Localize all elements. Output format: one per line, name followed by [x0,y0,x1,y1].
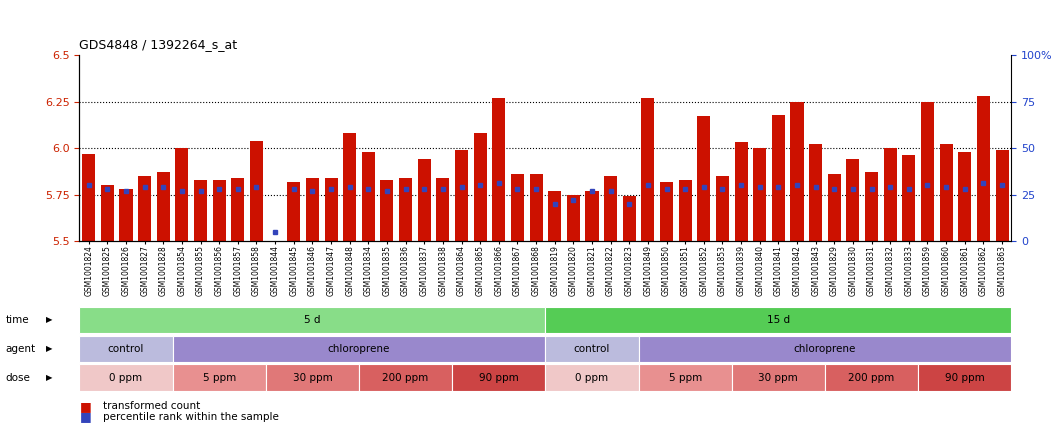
Bar [995,150,1008,241]
Bar [828,174,841,241]
Text: transformed count: transformed count [103,401,200,411]
Bar [921,102,934,241]
Text: agent: agent [5,344,35,354]
Text: control: control [574,344,610,354]
Bar [417,159,431,241]
Bar [939,144,953,241]
Text: ▶: ▶ [46,316,52,324]
Bar [473,133,487,241]
Bar [846,159,860,241]
Bar [902,156,915,241]
Text: time: time [5,315,29,325]
Text: 200 ppm: 200 ppm [848,373,895,382]
Bar [567,195,580,241]
Text: ■: ■ [79,410,91,423]
Bar [157,172,169,241]
Bar [642,98,654,241]
Bar [173,364,266,391]
Bar [825,364,918,391]
Bar [716,176,729,241]
Bar [639,335,1011,362]
Bar [545,364,639,391]
Bar [530,174,542,241]
Bar [173,335,545,362]
Bar [120,189,132,241]
Bar [266,364,359,391]
Text: chloroprene: chloroprene [328,344,390,354]
Bar [101,185,114,241]
Text: percentile rank within the sample: percentile rank within the sample [103,412,279,422]
Bar [865,172,878,241]
Text: ▶: ▶ [46,344,52,353]
Bar [732,364,825,391]
Bar [883,148,897,241]
Bar [213,180,226,241]
Text: 5 d: 5 d [304,315,321,325]
Bar [455,150,468,241]
Bar [639,364,732,391]
Bar [586,191,598,241]
Bar [545,335,639,362]
Bar [809,144,822,241]
Bar [176,148,189,241]
Bar [735,143,748,241]
Text: 5 ppm: 5 ppm [668,373,702,382]
Bar [753,148,767,241]
Bar [436,178,449,241]
Bar [918,364,1011,391]
Bar [772,115,785,241]
Text: 0 ppm: 0 ppm [109,373,143,382]
Bar [79,335,173,362]
Text: 90 ppm: 90 ppm [945,373,985,382]
Bar [231,178,245,241]
Text: ■: ■ [79,400,91,412]
Bar [790,102,804,241]
Bar [306,178,319,241]
Text: 30 ppm: 30 ppm [758,373,798,382]
Bar [660,181,674,241]
Text: GDS4848 / 1392264_s_at: GDS4848 / 1392264_s_at [79,38,237,51]
Text: 30 ppm: 30 ppm [292,373,333,382]
Text: 200 ppm: 200 ppm [382,373,429,382]
Bar [79,364,173,391]
Text: 90 ppm: 90 ppm [479,373,519,382]
Text: 5 ppm: 5 ppm [202,373,236,382]
Text: chloroprene: chloroprene [794,344,856,354]
Bar [958,152,971,241]
Bar [79,307,545,333]
Bar [623,196,635,241]
Bar [343,133,356,241]
Text: 15 d: 15 d [767,315,790,325]
Text: 0 ppm: 0 ppm [575,373,609,382]
Bar [359,364,452,391]
Bar [138,176,151,241]
Bar [679,180,692,241]
Bar [697,116,711,241]
Bar [549,191,561,241]
Bar [604,176,617,241]
Bar [492,98,505,241]
Bar [250,140,263,241]
Bar [976,96,990,241]
Bar [362,152,375,241]
Bar [545,307,1011,333]
Bar [452,364,545,391]
Bar [399,178,412,241]
Bar [287,181,301,241]
Bar [510,174,524,241]
Bar [380,180,394,241]
Text: control: control [108,344,144,354]
Text: ▶: ▶ [46,373,52,382]
Bar [324,178,338,241]
Text: dose: dose [5,373,30,382]
Bar [83,154,95,241]
Bar [194,180,208,241]
